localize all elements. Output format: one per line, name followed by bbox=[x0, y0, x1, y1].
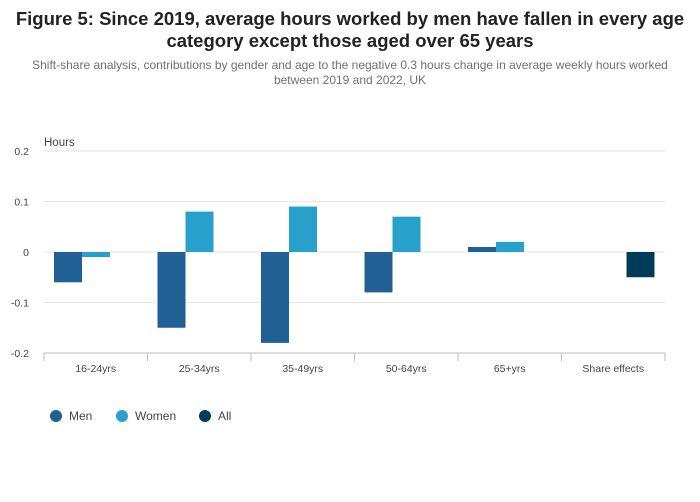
bar-men-25-34yrs bbox=[157, 252, 186, 328]
legend-item-women[interactable]: Women bbox=[116, 409, 176, 423]
y-axis-ticks: 0.2 0.1 0 -0.1 -0.2 bbox=[11, 146, 29, 360]
x-axis: 16-24yrs 25-34yrs 35-49yrs 50-64yrs 65+yrs Sh… bbox=[43, 352, 666, 375]
bar-women-35-49yrs bbox=[289, 206, 317, 252]
bar-all-share-effects bbox=[626, 252, 655, 278]
bar-women-50-64yrs bbox=[392, 216, 421, 252]
legend-item-men[interactable]: Men bbox=[50, 409, 92, 423]
x-tick-label: 25-34yrs bbox=[179, 363, 220, 375]
bar-men-16-24yrs bbox=[54, 252, 82, 283]
x-tick-label: Share effects bbox=[582, 363, 644, 375]
legend: Men Women All bbox=[50, 409, 231, 423]
bar-men-50-64yrs bbox=[364, 252, 393, 293]
legend-label: Men bbox=[69, 409, 92, 423]
gridlines bbox=[44, 150, 665, 354]
y-axis-title: Hours bbox=[44, 137, 75, 149]
legend-label: All bbox=[218, 409, 231, 423]
y-tick-label: -0.2 bbox=[11, 348, 29, 360]
bar-women-25-34yrs bbox=[185, 211, 214, 252]
y-tick-label: -0.1 bbox=[11, 298, 29, 310]
x-tick-label: 35-49yrs bbox=[282, 363, 323, 375]
bar-men-35-49yrs bbox=[261, 252, 289, 343]
bar-men-65-yrs bbox=[468, 246, 496, 252]
legend-marker bbox=[50, 410, 62, 422]
x-tick-label: 65+yrs bbox=[494, 363, 526, 375]
y-tick-label: 0.1 bbox=[14, 197, 29, 209]
chart-subtitle: Shift-share analysis, contributions by g… bbox=[32, 58, 668, 87]
x-tick-label: 16-24yrs bbox=[75, 363, 116, 375]
legend-marker bbox=[116, 410, 128, 422]
x-tick-label: 50-64yrs bbox=[386, 363, 427, 375]
y-tick-label: 0 bbox=[23, 247, 29, 259]
bar-women-16-24yrs bbox=[82, 252, 110, 258]
legend-label: Women bbox=[135, 409, 176, 423]
legend-marker bbox=[199, 410, 211, 422]
chart-title: Figure 5: Since 2019, average hours work… bbox=[15, 8, 685, 51]
legend-item-all[interactable]: All bbox=[199, 409, 231, 423]
bar-series bbox=[54, 206, 655, 343]
y-tick-label: 0.2 bbox=[14, 146, 29, 158]
bar-women-65-yrs bbox=[496, 241, 524, 252]
